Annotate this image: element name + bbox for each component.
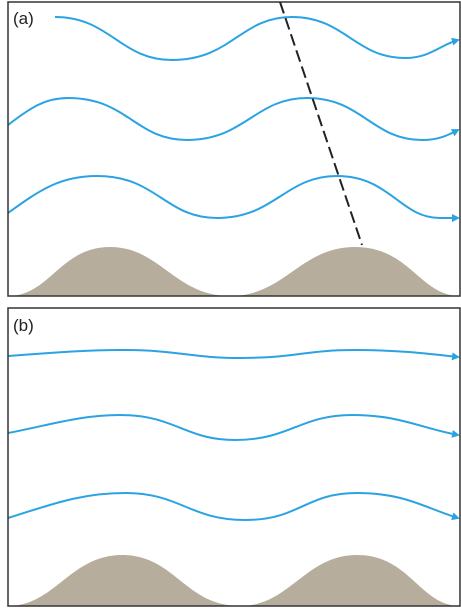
panel-b: (b) [7,307,461,607]
hill [8,555,460,606]
wave [7,96,460,142]
panel-a: (a) [7,1,461,297]
panel-label: (b) [13,316,34,335]
wave [54,15,460,62]
panel-label: (a) [13,9,34,28]
wave [7,174,460,222]
hill [8,247,460,296]
wave [7,413,460,442]
panel-frame [7,1,461,297]
dashed-line [279,1,363,246]
wave [7,491,460,522]
panel-frame [7,307,461,607]
wave [7,348,460,361]
